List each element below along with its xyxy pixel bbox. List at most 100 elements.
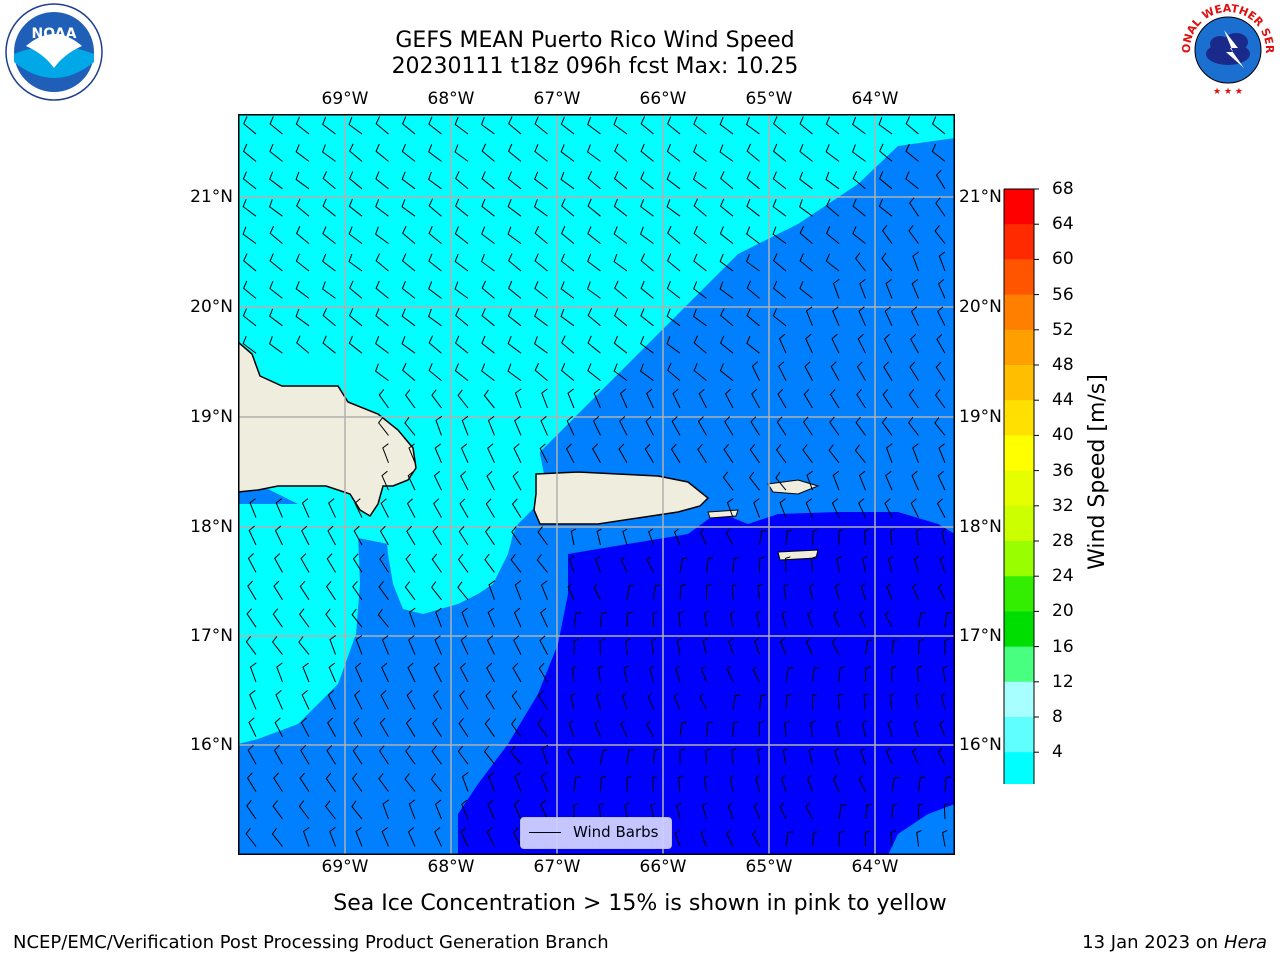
wind-barb: [374, 363, 389, 382]
wind-barb: [727, 802, 734, 820]
wind-barb: [705, 748, 711, 765]
wind-barb: [753, 498, 760, 518]
wind-barb: [593, 583, 601, 601]
colorbar-segment: [1004, 400, 1034, 436]
wind-barb: [378, 772, 389, 792]
wind-barb: [406, 690, 416, 710]
wind-barb: [461, 799, 469, 820]
wind-barb: [939, 555, 946, 573]
wind-barb: [405, 553, 416, 573]
wind-barb: [799, 171, 813, 190]
wind-barb: [586, 144, 601, 162]
wind-barb: [693, 335, 707, 354]
wind-barb: [836, 556, 842, 573]
wind-barb: [834, 747, 840, 765]
wind-barb: [775, 471, 787, 491]
wind-barb: [751, 361, 760, 381]
wind-barb: [298, 636, 310, 655]
wind-barb: [242, 308, 257, 327]
wind-barb: [488, 580, 496, 600]
wind-barb: [890, 666, 897, 683]
wind-barb: [541, 744, 549, 765]
wind-barb: [379, 525, 389, 546]
colorbar-segment: [1004, 576, 1034, 612]
wind-barb: [745, 253, 760, 272]
wind-barb: [434, 635, 442, 655]
lat-label-left: 17°N: [190, 626, 233, 646]
wind-barb: [600, 776, 607, 792]
colorbar-tick-label: 40: [1052, 425, 1074, 446]
wind-barb: [375, 143, 389, 162]
wind-barb: [301, 690, 310, 710]
wind-barb: [573, 638, 580, 655]
colorbar-segment: [1004, 329, 1034, 366]
legend-label: Wind Barbs: [573, 823, 659, 841]
wind-barb: [560, 171, 575, 190]
wind-barb: [651, 638, 657, 655]
wind-barb: [458, 526, 469, 546]
wind-barb: [825, 225, 840, 244]
wind-barb: [407, 470, 416, 491]
wind-barb: [940, 692, 946, 710]
wind-barb: [918, 639, 925, 655]
wind-barb: [431, 389, 442, 409]
wind-barb: [838, 804, 847, 820]
wind-barb: [461, 772, 469, 792]
wind-barb: [352, 745, 363, 765]
wind-barb: [719, 198, 734, 217]
wind-barb: [322, 335, 336, 354]
wind-barb: [243, 116, 257, 135]
wind-barb: [676, 802, 682, 820]
wind-barb: [885, 747, 893, 765]
wind-barb: [402, 362, 416, 381]
wind-barb: [825, 116, 840, 135]
wind-barb: [613, 335, 628, 354]
colorbar-tick-label: 28: [1052, 531, 1074, 551]
colorbar-segment: [1004, 505, 1034, 542]
wind-barb: [351, 772, 363, 792]
wind-barb: [666, 116, 681, 135]
wind-barb: [407, 827, 416, 847]
wind-barb: [726, 498, 734, 518]
wind-barb: [854, 252, 866, 272]
wind-barb: [375, 308, 389, 327]
wind-barb: [652, 611, 659, 628]
wind-barb: [514, 416, 522, 436]
wind-barb: [402, 225, 416, 244]
wind-barb: [428, 281, 442, 299]
wind-barb: [861, 720, 868, 737]
wind-barb: [299, 580, 310, 601]
wind-barb: [784, 556, 791, 573]
wind-barb: [726, 830, 734, 847]
wind-barb: [809, 583, 815, 600]
wind-barb: [672, 388, 681, 409]
wind-barb: [944, 638, 950, 655]
wind-barb: [248, 525, 257, 546]
wind-barb: [431, 553, 442, 573]
wind-barb: [751, 388, 760, 409]
wind-barb: [587, 226, 601, 244]
wind-barb: [428, 335, 442, 354]
wind-barb: [613, 253, 628, 272]
wind-barb: [322, 198, 336, 217]
wind-barb: [746, 198, 760, 217]
wind-barb: [832, 470, 840, 491]
wind-barb: [908, 389, 919, 409]
wind-barb: [269, 116, 283, 135]
wind-barb: [274, 553, 283, 573]
wind-barb: [885, 443, 893, 463]
wind-barb: [882, 389, 893, 409]
wind-barb: [269, 308, 283, 327]
wind-barb: [625, 638, 631, 655]
wind-barb: [702, 638, 708, 655]
colorbar-tick-label: 36: [1052, 460, 1074, 481]
wind-barb: [380, 498, 389, 518]
wind-barb: [327, 525, 336, 546]
wind-barb: [540, 607, 548, 628]
wind-barb: [640, 280, 654, 299]
wind-barb: [666, 199, 681, 217]
wind-barb: [679, 557, 688, 573]
wind-barb: [432, 525, 442, 546]
svg-text:★ ★ ★: ★ ★ ★: [1213, 87, 1243, 97]
wind-barb: [326, 553, 336, 573]
